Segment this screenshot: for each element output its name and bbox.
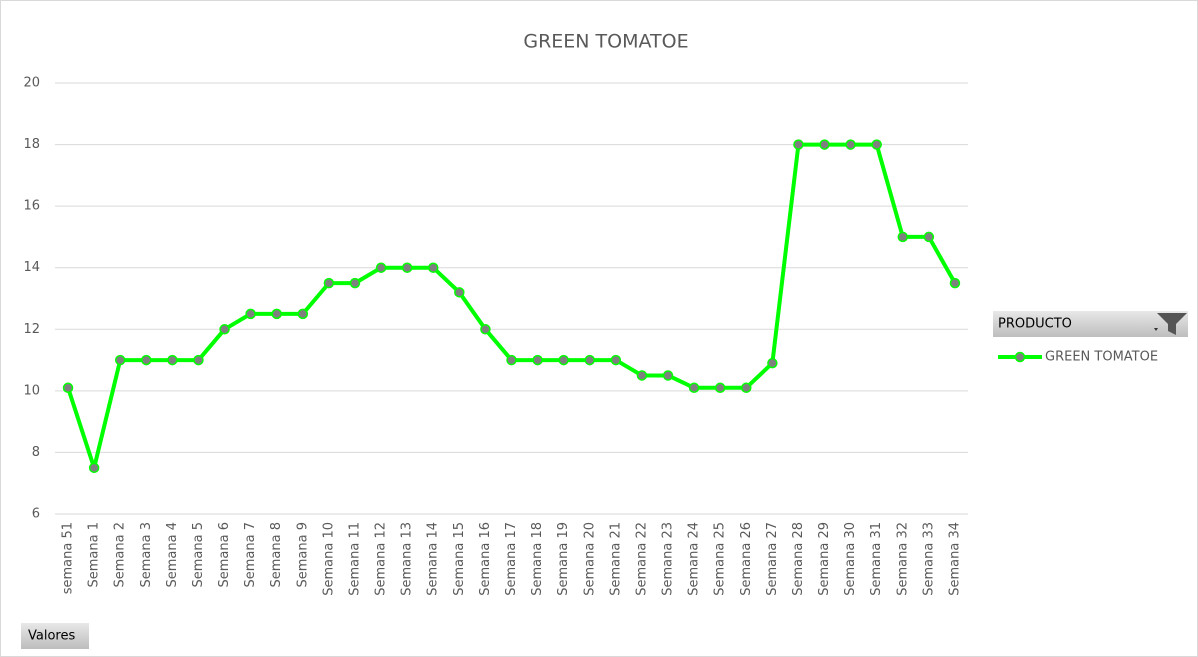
x-tick-label: Semana 25 xyxy=(713,522,728,596)
data-point xyxy=(297,308,309,320)
data-point xyxy=(167,354,178,366)
x-tick-label: Semana 33 xyxy=(921,522,936,596)
y-tick-label: 18 xyxy=(23,137,40,152)
x-tick-label: Semana 13 xyxy=(400,522,415,596)
data-point xyxy=(793,139,804,150)
field-button-label: Valores xyxy=(28,629,75,644)
data-point xyxy=(558,354,569,366)
data-point xyxy=(401,262,413,273)
data-point xyxy=(662,370,674,381)
data-point xyxy=(62,382,74,394)
dropdown-arrow[interactable] xyxy=(1154,328,1158,331)
data-point xyxy=(375,262,387,273)
data-point xyxy=(114,354,126,366)
data-point xyxy=(480,324,491,335)
x-tick-label: Semana 18 xyxy=(530,522,545,596)
x-tick-label: Semana 27 xyxy=(765,522,780,596)
x-tick-label: Semana 10 xyxy=(321,522,336,596)
data-point xyxy=(454,287,465,298)
y-tick-label: 12 xyxy=(23,322,40,337)
filter-icon[interactable] xyxy=(1157,313,1187,335)
data-point xyxy=(636,370,648,381)
data-point xyxy=(819,139,830,150)
x-tick-label: Semana 4 xyxy=(165,522,180,588)
y-tick-label: 16 xyxy=(23,199,40,214)
data-point xyxy=(271,308,282,320)
data-point xyxy=(845,139,856,150)
data-point xyxy=(610,354,622,366)
x-tick-label: Semana 1 xyxy=(87,522,102,588)
x-tick-label: Semana 31 xyxy=(869,522,884,596)
data-point xyxy=(349,277,361,289)
legend-marker xyxy=(1014,351,1026,363)
data-point xyxy=(923,231,935,243)
data-point xyxy=(506,354,517,366)
x-tick-label: Semana 17 xyxy=(504,522,519,596)
x-tick-label: Semana 23 xyxy=(661,522,676,596)
x-tick-label: Semana 20 xyxy=(582,522,597,596)
x-tick-label: Semana 26 xyxy=(739,522,754,596)
data-point xyxy=(532,354,543,366)
data-point xyxy=(688,382,700,394)
data-point xyxy=(193,354,204,366)
x-tick-label: Semana 22 xyxy=(634,522,649,596)
y-tick-label: 10 xyxy=(23,383,40,398)
x-tick-label: Semana 7 xyxy=(243,522,258,588)
x-tick-label: Semana 30 xyxy=(843,522,858,596)
x-tick-label: Semana 28 xyxy=(791,522,806,596)
data-point xyxy=(427,262,439,273)
x-tick-label: Semana 6 xyxy=(217,522,232,588)
data-point xyxy=(245,308,256,320)
data-point xyxy=(584,354,596,366)
x-tick-label: Semana 5 xyxy=(191,522,206,588)
data-point xyxy=(714,382,726,394)
x-tick-label: Semana 2 xyxy=(113,522,128,588)
legend-label: GREEN TOMATOE xyxy=(1045,350,1158,365)
x-tick-label: Semana 34 xyxy=(947,522,962,596)
data-point xyxy=(141,354,152,366)
x-tick-label: Semana 29 xyxy=(817,522,832,596)
data-point xyxy=(219,324,230,335)
x-tick-label: Semana 32 xyxy=(895,522,910,596)
data-point xyxy=(871,139,882,150)
data-point xyxy=(323,277,335,289)
legend-header[interactable] xyxy=(993,311,1188,337)
x-tick-label: Semana 24 xyxy=(687,522,702,596)
x-tick-label: Semana 3 xyxy=(139,522,154,588)
x-tick-label: Semana 15 xyxy=(452,522,467,596)
x-tick-label: Semana 8 xyxy=(269,522,284,588)
legend-title: PRODUCTO xyxy=(998,317,1072,332)
chart-title: GREEN TOMATOE xyxy=(523,31,688,53)
x-tick-label: Semana 21 xyxy=(608,522,623,596)
y-tick-label: 6 xyxy=(32,507,40,522)
data-point xyxy=(88,462,100,474)
x-tick-label: Semana 19 xyxy=(556,522,571,596)
data-point xyxy=(741,382,752,394)
x-tick-label: Semana 11 xyxy=(347,522,362,596)
y-tick-label: 8 xyxy=(32,445,40,460)
data-point xyxy=(949,277,961,289)
x-tick-label: Semana 16 xyxy=(478,522,493,596)
field-button[interactable] xyxy=(21,623,89,649)
data-point xyxy=(767,357,778,369)
y-tick-label: 14 xyxy=(23,260,40,275)
data-point xyxy=(897,231,909,243)
x-tick-label: semana 51 xyxy=(61,522,76,594)
x-tick-label: Semana 14 xyxy=(426,522,441,596)
x-tick-label: Semana 12 xyxy=(374,522,389,596)
y-tick-label: 20 xyxy=(23,76,40,91)
x-tick-label: Semana 9 xyxy=(295,522,310,588)
